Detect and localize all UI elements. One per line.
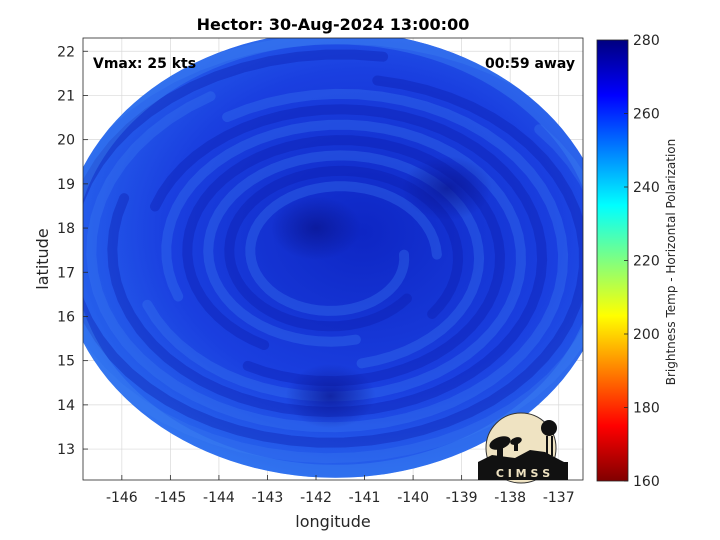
- colorbar-tick-label: 160: [633, 474, 660, 490]
- x-tick-label: -141: [349, 490, 381, 506]
- y-tick-label: 17: [57, 265, 75, 281]
- y-tick-label: 22: [57, 44, 75, 60]
- colorbar-tick-label: 200: [633, 327, 660, 343]
- colorbar-ticks: 160 180 200 220 240 260 280: [624, 33, 660, 490]
- spiral-band: [86, 88, 569, 433]
- x-axis-label: longitude: [295, 512, 370, 531]
- spiral-band: [182, 135, 506, 387]
- storm-feature: [285, 364, 376, 429]
- y-axis-label: latitude: [33, 228, 52, 289]
- x-tick-label: -137: [543, 490, 575, 506]
- colorbar-tick-label: 220: [633, 254, 660, 270]
- x-tick-label: -138: [494, 490, 526, 506]
- spiral-band: [107, 104, 548, 418]
- y-tick-label: 15: [57, 354, 75, 370]
- colorbar: [596, 39, 629, 482]
- y-tick-label: 16: [57, 309, 75, 325]
- x-tick-label: -142: [300, 490, 332, 506]
- y-tick-label: 14: [57, 398, 75, 414]
- storm-feature: [402, 156, 493, 221]
- vmax-annotation: Vmax: 25 kts: [93, 56, 196, 72]
- x-tick-label: -145: [154, 490, 186, 506]
- colorbar-tick-label: 260: [633, 107, 660, 123]
- spiral-band: [245, 181, 442, 316]
- swath-layer: [83, 38, 583, 478]
- swath-rim: [83, 38, 583, 478]
- time-away-annotation: 00:59 away: [485, 56, 575, 72]
- x-tick-label: -146: [106, 490, 138, 506]
- cimss-logo-text: C I M S S: [496, 467, 550, 480]
- x-tick-label: -139: [446, 490, 478, 506]
- y-tick-label: 19: [57, 177, 75, 193]
- storm-feature: [271, 196, 362, 261]
- y-tick-label: 20: [57, 133, 75, 149]
- y-tick-label: 13: [57, 442, 75, 458]
- colorbar-tick-label: 280: [633, 33, 660, 49]
- swath-texture: [83, 38, 583, 478]
- x-tick-label: -143: [252, 490, 284, 506]
- cimss-logo: C I M S S: [478, 412, 568, 484]
- swath-disc: [83, 38, 583, 478]
- colorbar-tick-label: 240: [633, 180, 660, 196]
- spiral-band: [83, 38, 583, 464]
- y-tick-label: 21: [57, 88, 75, 104]
- colorbar-tick-label: 180: [633, 401, 660, 417]
- spiral-band: [203, 150, 485, 369]
- spiral-band: [224, 165, 464, 332]
- x-tick-label: -144: [203, 490, 235, 506]
- x-tick-label: -140: [397, 490, 429, 506]
- chart-title: Hector: 30-Aug-2024 13:00:00: [197, 15, 470, 34]
- spiral-band: [83, 49, 583, 448]
- plot-frame: [82, 37, 584, 481]
- x-ticks: -146 -145 -144 -143 -142 -141 -140 -139 -138 -137: [106, 475, 575, 506]
- y-tick-label: 18: [57, 221, 75, 237]
- colorbar-label: Brightness Temp - Horizontal Polarizatio…: [664, 139, 678, 386]
- y-ticks: 13 14 15 16 17 18 19 20 21 22: [57, 44, 88, 458]
